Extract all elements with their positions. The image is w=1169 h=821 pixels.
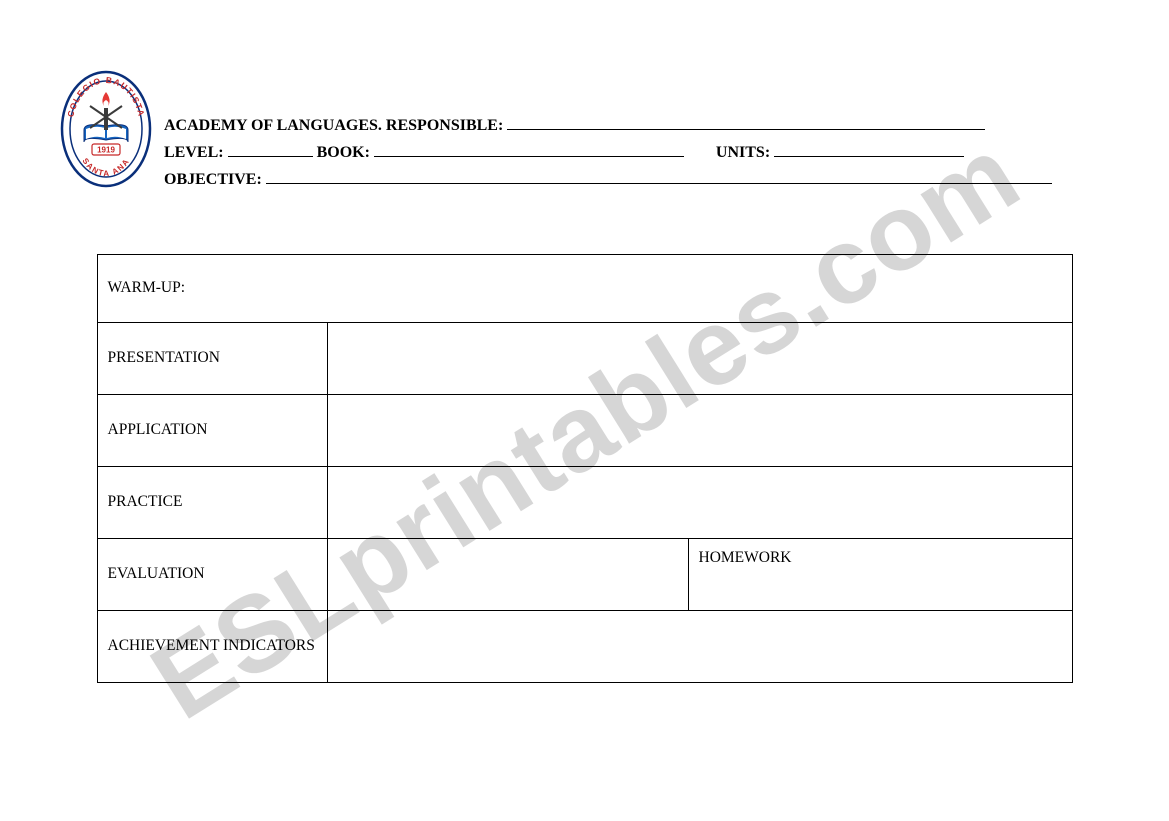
- svg-text:1919: 1919: [97, 146, 115, 155]
- header-row: COLEGIO BAUTISTA SANTA ANA 1919: [60, 70, 1109, 194]
- header-line-objective: OBJECTIVE:: [164, 166, 1109, 193]
- label-units: UNITS:: [716, 144, 770, 161]
- header-text-block: ACADEMY OF LANGUAGES. RESPONSIBLE: LEVEL…: [164, 70, 1109, 194]
- blank-units: [774, 141, 964, 157]
- document-page: COLEGIO BAUTISTA SANTA ANA 1919: [0, 0, 1169, 821]
- label-academy-responsible: ACADEMY OF LANGUAGES. RESPONSIBLE:: [164, 117, 503, 134]
- table-row-practice: PRACTICE: [97, 466, 1072, 538]
- cell-evaluation-label: EVALUATION: [97, 538, 327, 610]
- cell-application-label: APPLICATION: [97, 394, 327, 466]
- label-book: BOOK:: [317, 144, 370, 161]
- cell-presentation-label: PRESENTATION: [97, 322, 327, 394]
- label-level: LEVEL:: [164, 144, 224, 161]
- cell-achievement-label: ACHIEVEMENT INDICATORS: [97, 610, 327, 682]
- blank-objective: [266, 168, 1052, 184]
- cell-application-content: [327, 394, 1072, 466]
- blank-book: [374, 141, 684, 157]
- table-row-presentation: PRESENTATION: [97, 322, 1072, 394]
- school-logo: COLEGIO BAUTISTA SANTA ANA 1919: [60, 70, 152, 188]
- table-row-application: APPLICATION: [97, 394, 1072, 466]
- cell-homework: HOMEWORK: [688, 538, 1072, 610]
- cell-evaluation-content: [327, 538, 688, 610]
- header-line-responsible: ACADEMY OF LANGUAGES. RESPONSIBLE:: [164, 112, 1109, 139]
- blank-responsible: [507, 114, 985, 130]
- table-row-warmup: WARM-UP:: [97, 254, 1072, 322]
- cell-warmup: WARM-UP:: [97, 254, 1072, 322]
- cell-practice-label: PRACTICE: [97, 466, 327, 538]
- cell-achievement-content: [327, 610, 1072, 682]
- header-line-level-book-units: LEVEL: BOOK: UNITS:: [164, 139, 1109, 166]
- cell-practice-content: [327, 466, 1072, 538]
- cell-presentation-content: [327, 322, 1072, 394]
- lesson-plan-table: WARM-UP: PRESENTATION APPLICATION PRACTI…: [97, 254, 1073, 683]
- svg-text:SANTA ANA: SANTA ANA: [80, 156, 131, 178]
- blank-level: [228, 141, 313, 157]
- table-row-evaluation: EVALUATION HOMEWORK: [97, 538, 1072, 610]
- table-row-achievement: ACHIEVEMENT INDICATORS: [97, 610, 1072, 682]
- label-objective: OBJECTIVE:: [164, 171, 262, 188]
